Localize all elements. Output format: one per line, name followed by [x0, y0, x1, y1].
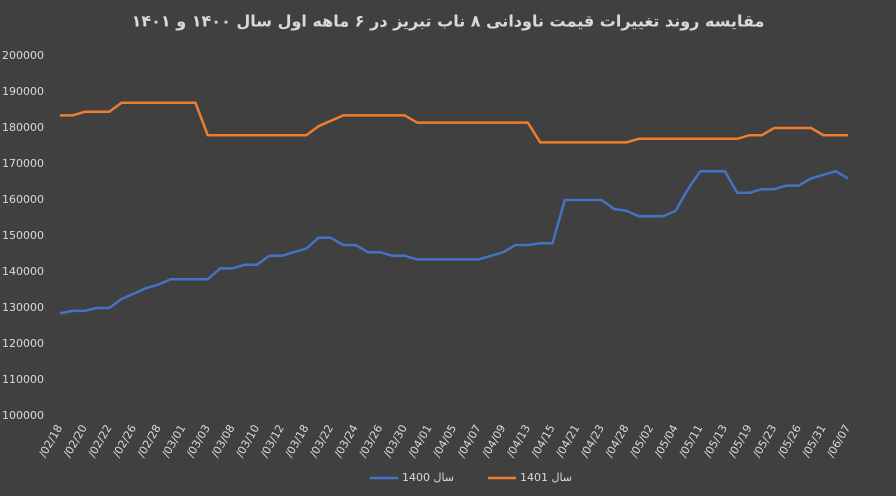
y-tick-label: 100000: [2, 409, 44, 422]
y-tick-label: 130000: [2, 301, 44, 314]
y-tick-label: 200000: [2, 49, 44, 62]
y-tick-label: 110000: [2, 373, 44, 386]
legend-label: سال 1400: [402, 471, 454, 484]
chart-title: مقایسه روند تغییرات قیمت ناودانی ۸ ناب ت…: [132, 12, 765, 31]
y-tick-label: 170000: [2, 157, 44, 170]
series-line: [60, 101, 848, 144]
y-tick-label: 120000: [2, 337, 44, 350]
y-tick-label: 150000: [2, 229, 44, 242]
y-tick-label: 190000: [2, 85, 44, 98]
y-tick-label: 160000: [2, 193, 44, 206]
legend-label: سال 1401: [520, 471, 572, 484]
y-tick-label: 140000: [2, 265, 44, 278]
series-line: [59, 169, 849, 315]
y-tick-label: 180000: [2, 121, 44, 134]
